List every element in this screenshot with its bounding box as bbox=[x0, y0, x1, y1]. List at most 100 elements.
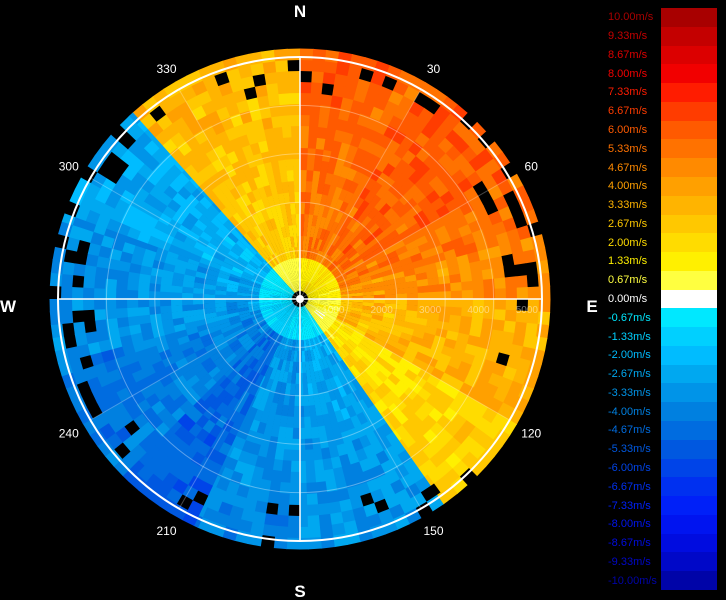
velocity-cell bbox=[144, 155, 161, 172]
velocity-cell bbox=[335, 361, 346, 374]
velocity-cell bbox=[297, 306, 300, 319]
velocity-cell bbox=[240, 193, 252, 207]
velocity-cell bbox=[328, 326, 340, 337]
outer-ring bbox=[57, 56, 543, 542]
velocity-cell bbox=[170, 237, 185, 249]
velocity-cell bbox=[278, 92, 291, 106]
velocity-cell bbox=[191, 172, 206, 187]
velocity-cell bbox=[309, 315, 317, 326]
velocity-cell bbox=[286, 537, 300, 550]
velocity-cell bbox=[501, 253, 515, 268]
velocity-cell bbox=[197, 352, 211, 364]
velocity-cell bbox=[301, 279, 305, 292]
azimuth-spoke bbox=[178, 89, 301, 300]
velocity-cell bbox=[152, 88, 171, 106]
velocity-cell bbox=[350, 157, 362, 172]
colorbar-swatch bbox=[661, 176, 717, 197]
velocity-cell bbox=[516, 287, 529, 300]
velocity-cell bbox=[482, 308, 496, 320]
velocity-cell bbox=[372, 427, 387, 442]
velocity-cells bbox=[49, 48, 551, 550]
velocity-cell bbox=[246, 262, 258, 272]
colorbar-swatch bbox=[661, 402, 717, 422]
velocity-cell bbox=[249, 383, 260, 397]
colorbar-label: -7.33m/s bbox=[608, 499, 651, 512]
velocity-cell bbox=[361, 385, 370, 397]
velocity-cell bbox=[292, 317, 297, 329]
velocity-cell bbox=[79, 354, 94, 370]
velocity-cell bbox=[308, 315, 315, 327]
velocity-cell bbox=[383, 207, 397, 221]
velocity-cell bbox=[504, 276, 518, 289]
velocity-cell bbox=[94, 266, 108, 279]
velocity-cell bbox=[367, 81, 383, 97]
velocity-cell bbox=[174, 161, 185, 173]
velocity-cell bbox=[182, 309, 195, 318]
velocity-cell bbox=[332, 249, 343, 261]
velocity-cell bbox=[208, 382, 220, 394]
velocity-cell bbox=[235, 183, 247, 197]
velocity-cell bbox=[235, 196, 247, 210]
colorbar-label: -9.33m/s bbox=[608, 555, 651, 568]
velocity-cell bbox=[265, 207, 274, 220]
velocity-cell bbox=[217, 272, 230, 280]
velocity-cell bbox=[195, 414, 210, 429]
velocity-cell bbox=[379, 484, 396, 500]
velocity-cell bbox=[311, 181, 319, 194]
velocity-cell bbox=[437, 429, 454, 446]
velocity-cell bbox=[264, 275, 276, 284]
velocity-cell bbox=[299, 405, 305, 418]
velocity-cell bbox=[388, 181, 402, 196]
velocity-cell bbox=[235, 239, 247, 251]
velocity-cell bbox=[198, 153, 213, 168]
velocity-cell bbox=[225, 515, 241, 531]
velocity-cell bbox=[388, 167, 403, 182]
velocity-cell bbox=[313, 325, 321, 337]
velocity-cell bbox=[178, 248, 192, 259]
velocity-cell bbox=[290, 281, 297, 293]
velocity-cell bbox=[333, 186, 343, 200]
velocity-cell bbox=[257, 139, 269, 154]
velocity-cell bbox=[339, 359, 350, 372]
velocity-cell bbox=[199, 230, 213, 243]
velocity-cell bbox=[318, 513, 332, 527]
velocity-cell bbox=[353, 88, 368, 104]
velocity-cell bbox=[303, 257, 307, 270]
velocity-cell bbox=[299, 537, 309, 550]
velocity-cell bbox=[327, 389, 337, 402]
velocity-cell bbox=[287, 316, 294, 328]
velocity-cell bbox=[245, 369, 257, 382]
velocity-cell bbox=[126, 307, 139, 318]
velocity-cell bbox=[359, 355, 372, 368]
cardinal-n: N bbox=[294, 2, 306, 21]
velocity-cell bbox=[159, 97, 177, 115]
velocity-cell bbox=[278, 312, 288, 322]
velocity-cell bbox=[356, 482, 371, 497]
velocity-cell bbox=[249, 282, 262, 289]
velocity-cell bbox=[317, 305, 329, 312]
velocity-cell bbox=[331, 234, 341, 247]
velocity-cell bbox=[461, 280, 474, 291]
velocity-cell bbox=[302, 268, 307, 281]
velocity-cell bbox=[225, 294, 238, 299]
velocity-cell bbox=[371, 464, 386, 480]
velocity-cell bbox=[313, 277, 323, 287]
velocity-cell bbox=[492, 362, 507, 378]
velocity-cell bbox=[111, 238, 126, 252]
velocity-cell bbox=[338, 256, 350, 267]
velocity-cell bbox=[295, 213, 301, 226]
velocity-cell bbox=[279, 261, 287, 274]
colorbar-swatch bbox=[661, 139, 717, 159]
velocity-cell bbox=[464, 343, 479, 357]
velocity-cell bbox=[307, 300, 320, 304]
velocity-cell bbox=[404, 216, 419, 230]
velocity-cell bbox=[208, 265, 221, 273]
velocity-cell bbox=[233, 262, 245, 272]
velocity-cell bbox=[361, 150, 375, 165]
velocity-cell bbox=[391, 323, 404, 333]
velocity-cell bbox=[408, 381, 423, 395]
velocity-cell bbox=[445, 330, 459, 342]
velocity-cell bbox=[343, 264, 356, 274]
velocity-cell bbox=[153, 334, 167, 346]
velocity-cell bbox=[261, 220, 271, 234]
